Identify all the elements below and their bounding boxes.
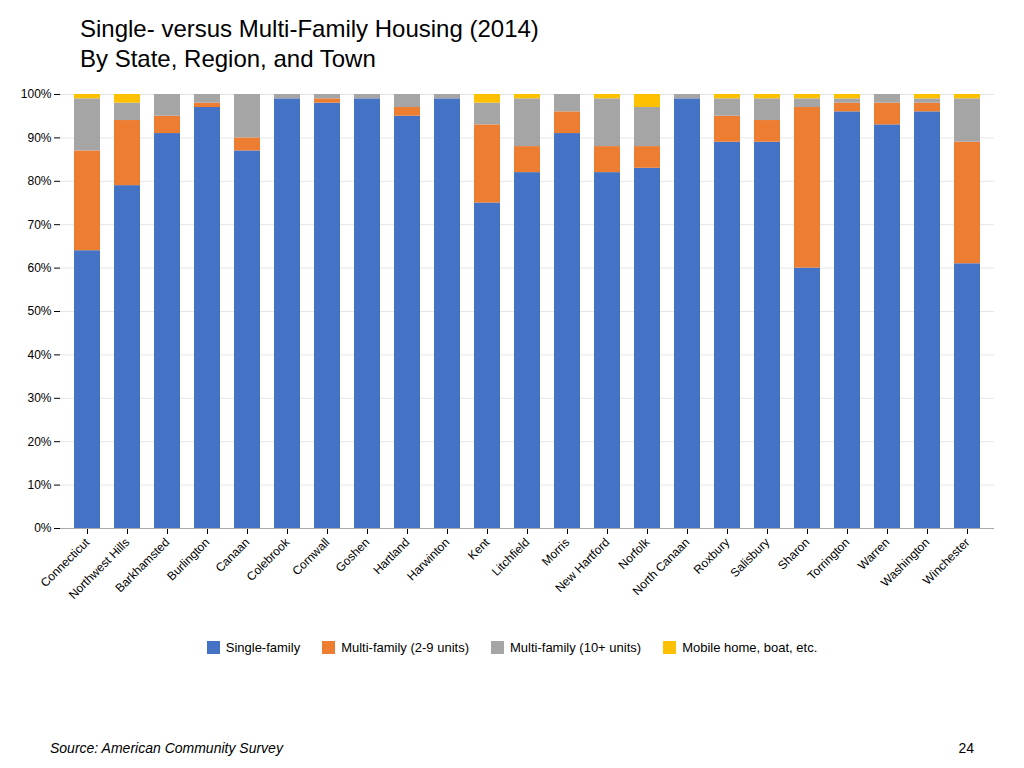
svg-text:Torrington: Torrington [805,535,853,583]
svg-text:50%: 50% [27,304,51,318]
svg-text:New Hartford: New Hartford [552,535,612,595]
svg-text:Norfolk: Norfolk [616,535,653,572]
svg-text:Winchester: Winchester [920,535,972,587]
svg-text:Burlington: Burlington [164,535,212,583]
html-text:Mobile home, boat, etc.: Mobile home, boat, etc. [682,640,818,655]
svg-text:Colebrook: Colebrook [244,535,293,584]
svg-text:40%: 40% [27,348,51,362]
svg-text:90%: 90% [27,131,51,145]
svg-text:Litchfield: Litchfield [489,535,532,578]
svg-text:Sharon: Sharon [775,535,812,572]
html-text:Single- versus Multi-Family Ho: Single- versus Multi-Family Housing (201… [80,15,539,72]
svg-text:Salisbury: Salisbury [728,535,773,580]
html-text:Source: American Community Sur: Source: American Community Survey [50,740,283,756]
svg-text:Canaan: Canaan [213,535,253,575]
svg-text:Cornwall: Cornwall [289,535,332,578]
html-text:Multi-family (2-9 units): Multi-family (2-9 units) [341,640,469,655]
svg-text:Northwest Hills: Northwest Hills [65,535,133,602]
svg-text:Morris: Morris [539,535,572,568]
html-text:24: 24 [958,740,974,756]
svg-text:Washington: Washington [877,535,933,590]
html-text:Multi-family (10+ units): Multi-family (10+ units) [510,640,642,655]
svg-text:Warren: Warren [855,535,892,572]
svg-text:10%: 10% [27,478,51,492]
svg-text:Hartland: Hartland [370,535,413,578]
svg-text:0%: 0% [34,521,52,535]
svg-text:North Canaan: North Canaan [630,535,693,598]
svg-text:Roxbury: Roxbury [691,535,732,576]
svg-text:Kent: Kent [465,535,493,563]
svg-text:Harwinton: Harwinton [404,535,452,583]
svg-text:Barkhamsted: Barkhamsted [112,535,172,595]
svg-text:30%: 30% [27,391,51,405]
svg-text:Connecticut: Connecticut [37,535,93,590]
svg-text:70%: 70% [27,218,51,232]
html-text:Single-family: Single-family [225,640,301,655]
svg-text:20%: 20% [27,435,51,449]
svg-text:Goshen: Goshen [333,535,373,575]
svg-text:80%: 80% [27,174,51,188]
svg-text:100%: 100% [21,87,52,101]
svg-text:60%: 60% [27,261,51,275]
